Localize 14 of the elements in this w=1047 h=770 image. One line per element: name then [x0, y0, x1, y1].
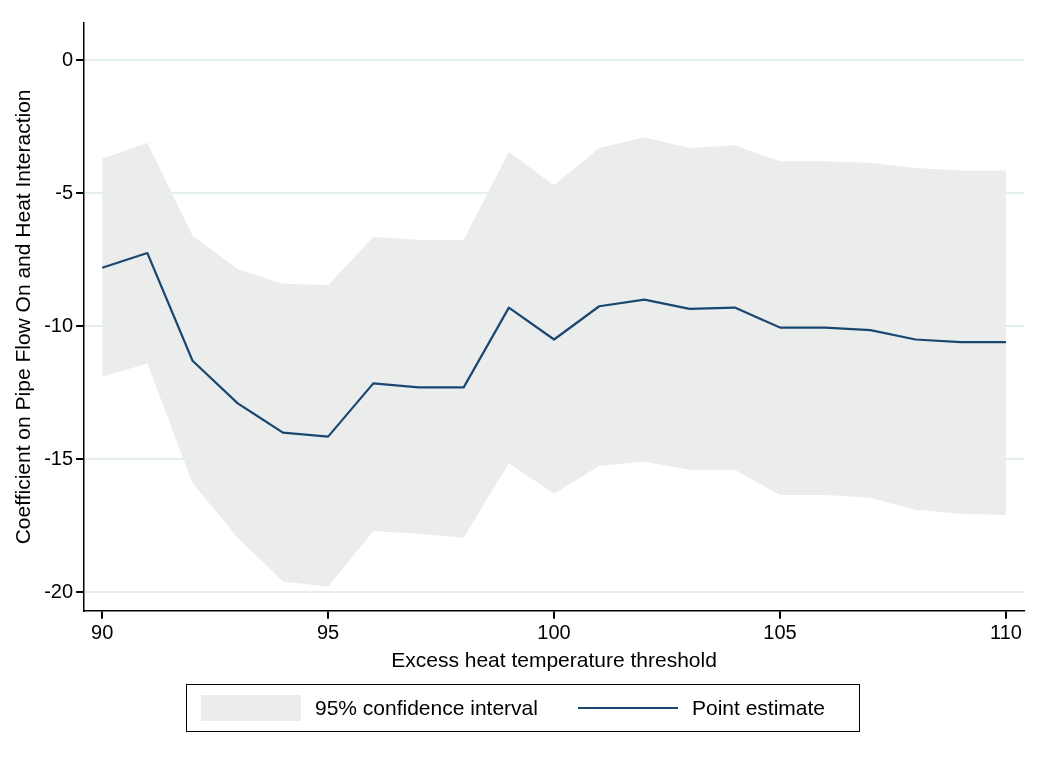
x-tick-label: 105: [763, 621, 797, 644]
x-tick-label: 95: [316, 621, 340, 644]
text: 95% confidence interval: [314, 696, 538, 720]
x-tick-label: 100: [537, 621, 571, 644]
x-tick-label: 110: [989, 621, 1022, 644]
y-axis-title: Coefficient on Pipe Flow On and Heat Interaction: [11, 89, 35, 545]
y-tick-label: -20: [44, 579, 74, 602]
y-tick-label: 0: [61, 47, 74, 70]
y-tick-label: -5: [55, 180, 74, 203]
y-tick-label: -10: [44, 313, 74, 336]
y-tick-label: -15: [44, 446, 74, 469]
legend-label: Point estimate: [691, 696, 826, 720]
x-axis-title: Excess heat temperature threshold: [391, 648, 717, 672]
x-tick-label: 90: [91, 621, 114, 644]
